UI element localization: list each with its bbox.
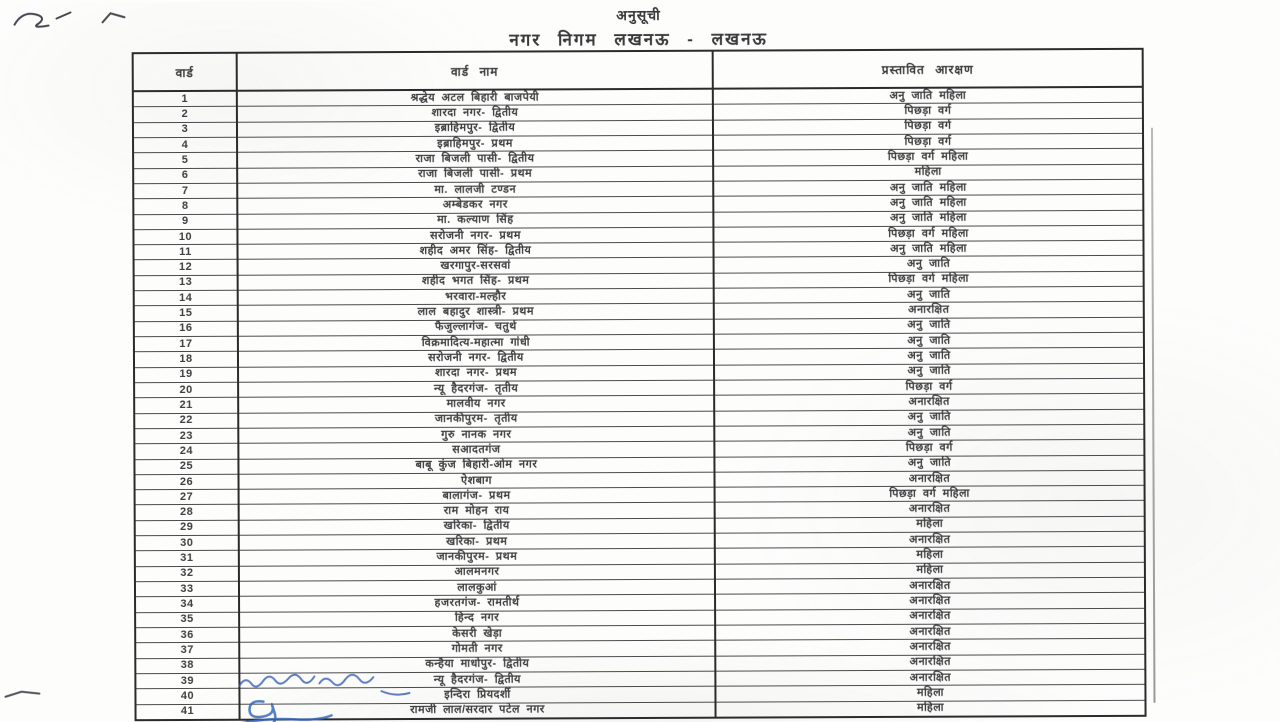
table-row: 41 रामजी लाल/सरदार पटेल नगर महिला bbox=[135, 699, 1146, 721]
ward-no-cell: 25 bbox=[134, 458, 239, 475]
ward-no-cell: 12 bbox=[133, 259, 238, 276]
ward-no-cell: 9 bbox=[133, 213, 238, 230]
ward-no-cell: 15 bbox=[133, 305, 238, 322]
table-header-row: वार्ड वार्ड नाम प्रस्तावित आरक्षण bbox=[132, 48, 1143, 92]
page-edge-shadow bbox=[1150, 127, 1156, 703]
ward-name-cell: रामजी लाल/सरदार पटेल नगर bbox=[239, 701, 716, 720]
ward-no-cell: 18 bbox=[133, 351, 239, 368]
ward-no-cell: 14 bbox=[133, 290, 238, 307]
ward-no-cell: 21 bbox=[134, 397, 239, 414]
ward-no-cell: 17 bbox=[133, 336, 238, 353]
ward-no-cell: 19 bbox=[134, 366, 239, 383]
reservation-cell: अनु जाति महिला bbox=[712, 86, 1143, 105]
ward-no-cell: 36 bbox=[135, 627, 240, 644]
ward-reservation-table: वार्ड वार्ड नाम प्रस्तावित आरक्षण 1 श्रद्… bbox=[131, 47, 1147, 722]
ward-no-cell: 40 bbox=[135, 688, 240, 705]
ward-no-cell: 22 bbox=[134, 412, 239, 429]
ward-no-cell: 41 bbox=[135, 703, 240, 721]
ward-no-cell: 5 bbox=[133, 152, 238, 169]
ward-no-cell: 28 bbox=[134, 504, 239, 521]
ward-no-cell: 11 bbox=[133, 244, 238, 261]
ward-no-cell: 35 bbox=[135, 611, 240, 628]
column-header-ward-name: वार्ड नाम bbox=[236, 50, 713, 91]
ward-no-cell: 13 bbox=[133, 275, 238, 291]
pen-dash-bottom-left-icon bbox=[4, 690, 41, 698]
ward-no-cell: 24 bbox=[134, 443, 239, 460]
ward-no-cell: 27 bbox=[134, 489, 239, 506]
ward-no-cell: 16 bbox=[133, 320, 238, 337]
ward-no-cell: 20 bbox=[134, 382, 239, 399]
ward-no-cell: 23 bbox=[134, 428, 239, 444]
ward-no-cell: 34 bbox=[135, 596, 240, 613]
ward-no-cell: 8 bbox=[133, 198, 238, 215]
ward-no-cell: 4 bbox=[133, 137, 238, 154]
ward-no-cell: 30 bbox=[134, 535, 239, 552]
ward-no-cell: 3 bbox=[132, 121, 238, 138]
ward-no-cell: 31 bbox=[134, 550, 239, 567]
column-header-ward-no: वार्ड bbox=[132, 52, 237, 92]
ward-no-cell: 7 bbox=[133, 183, 238, 199]
ward-no-cell: 32 bbox=[134, 565, 239, 582]
ward-no-cell: 10 bbox=[133, 229, 238, 245]
column-header-reservation: प्रस्तावित आरक्षण bbox=[712, 48, 1143, 89]
ward-no-cell: 6 bbox=[133, 167, 238, 184]
ward-no-cell: 26 bbox=[134, 474, 239, 490]
ward-no-cell: 1 bbox=[132, 90, 237, 108]
ward-no-cell: 29 bbox=[134, 520, 239, 536]
ward-no-cell: 39 bbox=[135, 673, 240, 689]
ward-no-cell: 2 bbox=[132, 106, 237, 123]
reservation-cell: महिला bbox=[715, 699, 1146, 718]
ward-no-cell: 38 bbox=[135, 657, 240, 674]
ward-no-cell: 37 bbox=[135, 642, 240, 659]
ward-no-cell: 33 bbox=[134, 581, 240, 598]
